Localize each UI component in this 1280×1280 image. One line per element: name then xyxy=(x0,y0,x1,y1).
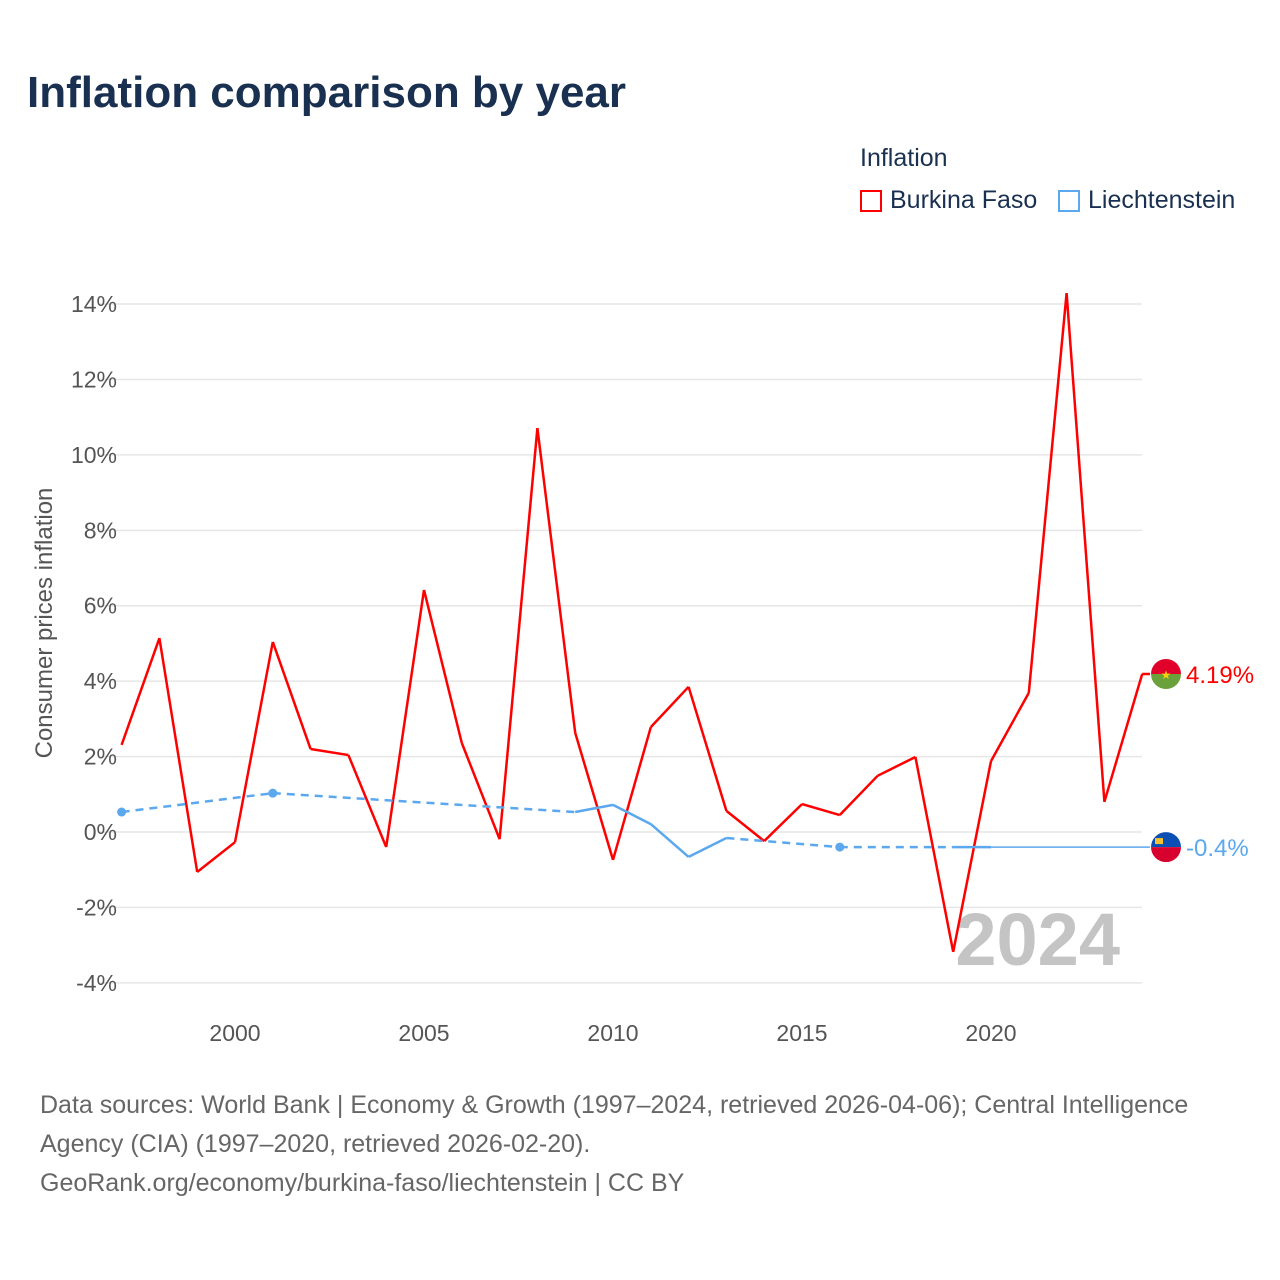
series-segment-burkina-faso xyxy=(838,774,879,816)
series-segment-liechtenstein xyxy=(612,803,652,826)
data-sources: Data sources: World Bank | Economy & Gro… xyxy=(40,1091,1189,1158)
series-segment-burkina-faso xyxy=(989,692,1030,762)
legend-item-burkina-faso[interactable]: Burkina Faso xyxy=(860,186,1037,215)
footer: Data sources: World Bank | Economy & Gro… xyxy=(40,1086,1250,1203)
chart-title: Inflation comparison by year xyxy=(27,68,627,117)
end-value-label: -0.4% xyxy=(1186,835,1249,862)
y-tick-label: 0% xyxy=(84,819,117,845)
series-segment-burkina-faso xyxy=(498,428,539,840)
series-segment-burkina-faso xyxy=(611,726,653,861)
series-segment-burkina-faso xyxy=(914,756,955,953)
series-segment-burkina-faso xyxy=(1027,293,1068,693)
legend-item-liechtenstein[interactable]: Liechtenstein xyxy=(1058,186,1235,215)
legend-title: Inflation xyxy=(860,144,948,172)
y-tick-label: 4% xyxy=(84,668,117,694)
series-segment-burkina-faso xyxy=(649,685,690,729)
x-tick-label: 2005 xyxy=(398,1020,449,1046)
x-tick-label: 2000 xyxy=(209,1020,260,1046)
series-segment-burkina-faso xyxy=(763,803,803,842)
y-axis-label: Consumer prices inflation xyxy=(31,488,58,759)
series-segment-liechtenstein xyxy=(121,791,273,814)
series-segment-burkina-faso xyxy=(271,641,312,750)
x-tick-label: 2015 xyxy=(776,1020,827,1046)
series-segment-burkina-faso xyxy=(120,637,161,746)
series-segment-liechtenstein xyxy=(688,836,727,859)
y-tick-label: 8% xyxy=(84,517,117,543)
series-segment-burkina-faso xyxy=(951,760,993,953)
legend-label: Liechtenstein xyxy=(1088,186,1236,214)
legend-label: Burkina Faso xyxy=(890,186,1038,214)
series-segment-burkina-faso xyxy=(574,732,615,861)
source-link[interactable]: GeoRank.org/economy/burkina-faso/liechte… xyxy=(40,1169,685,1197)
x-tick-label: 2010 xyxy=(587,1020,638,1046)
series-segment-burkina-faso xyxy=(536,427,577,733)
y-tick-label: 2% xyxy=(84,744,117,770)
series-segment-burkina-faso xyxy=(725,809,765,843)
data-point xyxy=(117,807,127,817)
end-value-label: 4.19% xyxy=(1186,662,1254,689)
series-segment-burkina-faso xyxy=(158,637,199,873)
legend-swatch xyxy=(860,189,882,212)
series-segment-burkina-faso xyxy=(233,641,275,843)
burkina-faso-flag-icon xyxy=(1151,658,1181,674)
series-segment-burkina-faso xyxy=(687,686,728,812)
series-segment-burkina-faso xyxy=(422,589,464,744)
x-tick-label: 2020 xyxy=(965,1020,1016,1046)
series-segment-burkina-faso xyxy=(310,747,349,757)
legend-swatch xyxy=(1058,189,1080,212)
y-tick-label: 12% xyxy=(71,366,117,392)
series-segment-burkina-faso xyxy=(347,754,388,848)
crown-icon xyxy=(1155,838,1163,845)
y-tick-label: -2% xyxy=(76,894,117,920)
y-tick-label: 6% xyxy=(84,593,117,619)
series-segment-burkina-faso xyxy=(460,742,501,840)
series-segment-liechtenstein xyxy=(574,803,614,814)
star-icon: ★ xyxy=(1161,668,1172,682)
series-segment-burkina-faso xyxy=(877,755,916,777)
series-segment-burkina-faso xyxy=(384,589,426,848)
series-segment-liechtenstein xyxy=(649,823,690,858)
burkina-faso-flag-icon xyxy=(1151,673,1181,689)
year-watermark: 2024 xyxy=(955,898,1120,981)
data-point xyxy=(835,842,845,852)
series-segment-liechtenstein xyxy=(726,836,840,849)
y-tick-label: 10% xyxy=(71,442,117,468)
series-segment-burkina-faso xyxy=(1065,293,1106,802)
y-tick-label: -4% xyxy=(76,970,117,996)
y-tick-label: 14% xyxy=(71,291,117,317)
data-point xyxy=(268,788,278,798)
series-segment-burkina-faso xyxy=(196,841,236,873)
series-segment-liechtenstein xyxy=(272,791,576,814)
series-segment-burkina-faso xyxy=(1103,673,1144,803)
series-segment-burkina-faso xyxy=(801,802,841,817)
liechtenstein-flag-icon xyxy=(1151,847,1181,863)
